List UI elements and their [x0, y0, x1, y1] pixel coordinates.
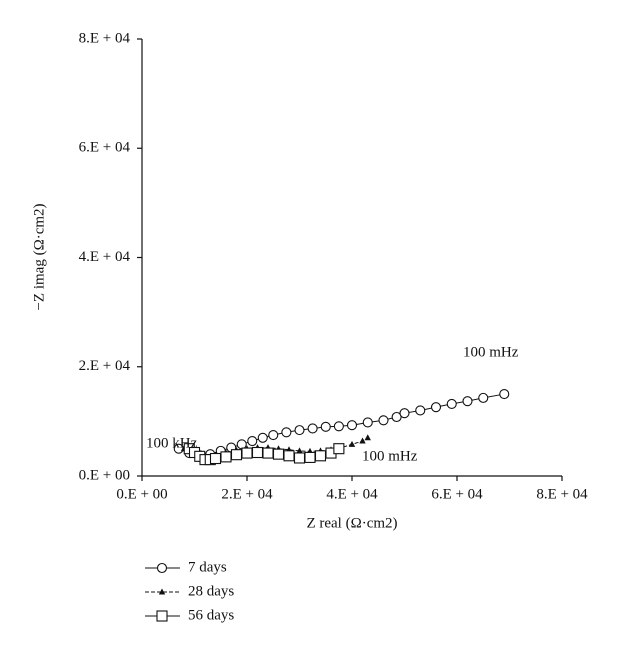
marker: [281, 427, 292, 438]
marker: [158, 588, 166, 595]
marker: [296, 447, 303, 454]
annotation: 100 mHz: [463, 344, 519, 360]
x-tick-label: 6.E + 04: [431, 486, 483, 502]
marker: [230, 449, 243, 461]
legend-label: 28 days: [188, 583, 234, 599]
marker: [348, 440, 356, 447]
marker: [364, 434, 371, 441]
marker: [307, 423, 318, 434]
marker: [294, 425, 305, 436]
y-tick-label: 8.E + 04: [79, 30, 131, 46]
marker: [391, 411, 402, 423]
marker: [283, 450, 295, 462]
marker: [462, 396, 473, 407]
x-tick-label: 0.E + 00: [116, 486, 167, 502]
marker: [257, 432, 268, 443]
marker: [272, 448, 285, 460]
marker: [359, 437, 366, 444]
marker: [247, 435, 258, 447]
x-tick-label: 8.E + 04: [536, 486, 588, 502]
y-tick-label: 4.E + 04: [79, 249, 131, 265]
x-tick-label: 2.E + 04: [221, 486, 273, 502]
marker: [399, 408, 410, 419]
marker: [156, 562, 168, 574]
marker: [314, 450, 327, 462]
marker: [446, 398, 457, 409]
y-tick-label: 2.E + 04: [79, 358, 131, 374]
marker: [304, 451, 316, 463]
marker: [346, 420, 358, 431]
marker: [333, 443, 345, 455]
marker: [415, 405, 426, 416]
marker: [478, 392, 489, 403]
annotation: 100 mHz: [362, 448, 418, 464]
marker: [262, 447, 274, 459]
marker: [268, 429, 279, 441]
marker: [499, 389, 510, 400]
marker: [209, 452, 222, 465]
x-axis-label: Z real (Ω·cm2): [306, 515, 397, 531]
marker: [241, 447, 253, 459]
marker: [378, 415, 389, 426]
y-tick-label: 0.E + 00: [79, 467, 130, 483]
marker: [430, 402, 442, 413]
legend-label: 56 days: [188, 607, 234, 623]
marker: [156, 610, 168, 622]
legend-label: 7 days: [188, 559, 227, 575]
marker: [362, 417, 373, 428]
marker: [251, 446, 264, 459]
y-axis-label: −Z imag (Ω·cm2): [31, 203, 47, 310]
marker: [220, 451, 232, 463]
marker: [320, 421, 331, 432]
x-tick-label: 4.E + 04: [326, 486, 378, 502]
y-tick-label: 6.E + 04: [79, 140, 131, 156]
marker: [293, 452, 306, 464]
marker: [236, 439, 247, 450]
annotation: 100 kHz: [146, 435, 198, 451]
marker: [333, 421, 344, 432]
